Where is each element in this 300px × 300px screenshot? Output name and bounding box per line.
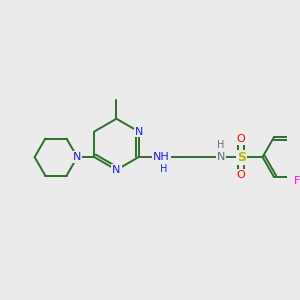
Text: F: F xyxy=(293,176,300,186)
Text: H: H xyxy=(217,140,224,150)
Text: NH: NH xyxy=(153,152,170,162)
Text: H: H xyxy=(160,164,167,174)
Text: N: N xyxy=(134,127,143,136)
Text: N: N xyxy=(112,165,121,175)
Text: O: O xyxy=(237,134,246,145)
Text: O: O xyxy=(237,170,246,180)
Text: S: S xyxy=(237,151,246,164)
Text: N: N xyxy=(217,152,225,162)
Text: N: N xyxy=(73,152,81,162)
